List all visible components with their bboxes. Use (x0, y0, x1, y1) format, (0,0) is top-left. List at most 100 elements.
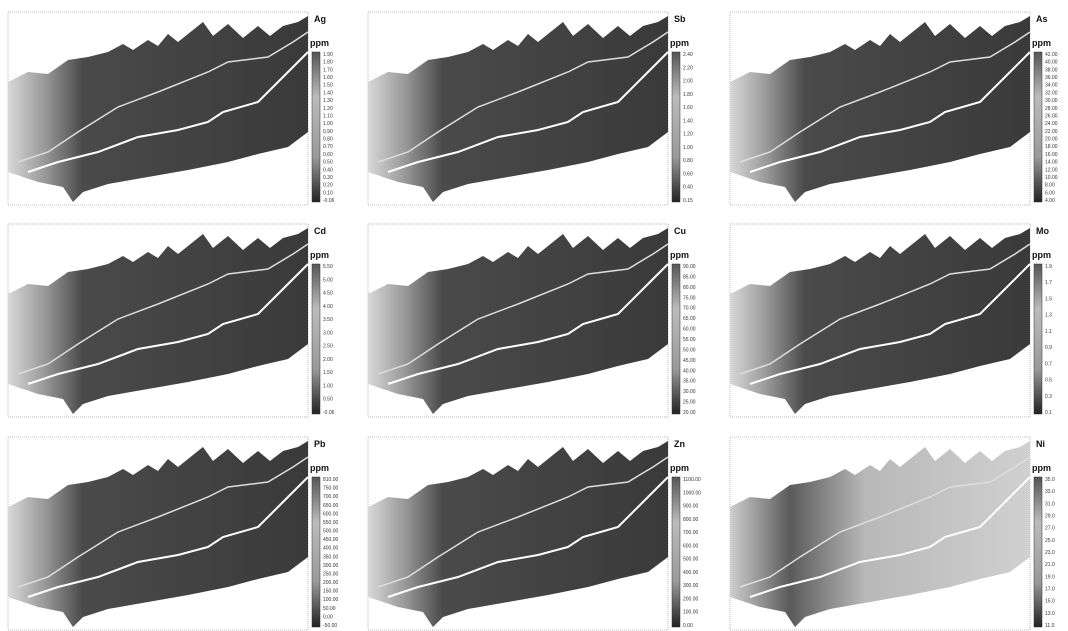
colorbar-tick-label: 1.30 (323, 98, 333, 104)
colorbar-tick-label: 38.00 (1045, 67, 1058, 73)
colorbar-tick-label: 0.7 (1045, 361, 1052, 367)
colorbar-tick-label: 27.0 (1045, 526, 1055, 532)
colorbar-tick-label: 17.0 (1045, 587, 1055, 593)
colorbar-tick-label: 14.00 (1045, 160, 1058, 166)
colorbar-tick-label: 20.00 (1045, 137, 1058, 143)
map-area (8, 228, 308, 414)
colorbar-tick-label: 1.3 (1045, 313, 1052, 319)
colorbar-tick-label: 1.9 (1045, 264, 1052, 270)
map-panel: Ni ppm 35.0 33.0 31.0 29.0 27.0 25.0 23.0 21.0 19.… (729, 436, 1055, 631)
colorbar-tick-label: 80.00 (683, 285, 696, 291)
map-area (730, 441, 1030, 627)
river (387, 263, 669, 385)
colorbar-tick-label: 4.00 (323, 304, 333, 310)
colorbar-tick-label: 800.00 (683, 517, 699, 523)
colorbar-tick-label: 25.0 (1045, 538, 1055, 544)
colorbar-tick-label: 11.0 (1045, 623, 1055, 629)
map-area (730, 228, 1030, 414)
colorbar (1033, 263, 1043, 415)
colorbar-tick-label: 1.60 (683, 105, 693, 111)
colorbar-tick-label: 1.80 (323, 60, 333, 66)
colorbar-tick-label: 2.40 (683, 52, 693, 58)
colorbar-tick-label: 200.00 (323, 580, 339, 586)
river (749, 476, 1031, 598)
river (739, 243, 1031, 375)
colorbar (1033, 476, 1043, 628)
colorbar-tick-label: 600.00 (323, 511, 339, 517)
colorbar-tick-label: 0.9 (1045, 345, 1052, 351)
colorbar-tick-label: 50.00 (683, 347, 696, 353)
colorbar-tick-label: 0.10 (323, 190, 333, 196)
colorbar-tick-label: 30.00 (1045, 98, 1058, 104)
colorbar-tick-label: 450.00 (323, 537, 339, 543)
river (749, 263, 1031, 385)
map-panel: Sb ppm 2.40 2.20 2.00 1.80 1.60 1.40 1.20 1.00 0.8… (367, 11, 693, 206)
colorbar-tick-label: 23.0 (1045, 550, 1055, 556)
colorbar-tick-label: 40.00 (683, 368, 696, 374)
river (377, 456, 669, 588)
map-panel: Mo ppm 1.9 1.7 1.5 1.3 1.1 0.9 0.7 0.5 0.3 0.1 (729, 223, 1052, 418)
colorbar-tick-label: 1.40 (323, 90, 333, 96)
colorbar-tick-label: 34.00 (1045, 83, 1058, 89)
map-area (8, 16, 308, 202)
colorbar-tick-label: 55.00 (683, 337, 696, 343)
colorbar-tick-label: 700.00 (683, 530, 699, 536)
river (27, 51, 309, 173)
colorbar-tick-label: 1.5 (1045, 296, 1052, 302)
river (17, 243, 309, 375)
colorbar-tick-label: 70.00 (683, 306, 696, 312)
colorbar-tick-label: 1.40 (683, 118, 693, 124)
colorbar-tick-label: 13.0 (1045, 611, 1055, 617)
colorbar-tick-label: 0.40 (323, 167, 333, 173)
river (377, 243, 669, 375)
colorbar-tick-label: 400.00 (683, 570, 699, 576)
unit-label: ppm (670, 250, 689, 260)
colorbar (1033, 51, 1043, 203)
colorbar-tick-label: 0.30 (323, 175, 333, 181)
colorbar-tick-label: 1000.00 (683, 490, 701, 496)
element-label: Mo (1036, 226, 1049, 236)
colorbar-tick-label: 5.50 (323, 264, 333, 270)
colorbar-tick-label: 22.00 (1045, 129, 1058, 135)
colorbar-tick-label: 15.0 (1045, 599, 1055, 605)
unit-label: ppm (310, 463, 329, 473)
unit-label: ppm (1032, 250, 1051, 260)
colorbar-tick-label: 0.3 (1045, 394, 1052, 400)
colorbar-tick-label: 1.00 (323, 383, 333, 389)
colorbar-tick-label: 26.00 (1045, 113, 1058, 119)
element-label: Cu (674, 226, 686, 236)
colorbar-tick-label: 0.50 (323, 160, 333, 166)
element-label: Pb (314, 439, 326, 449)
colorbar-tick-label: 0.5 (1045, 378, 1052, 384)
colorbar-tick-label: 750.00 (323, 486, 339, 492)
colorbar-tick-label: 0.20 (323, 183, 333, 189)
colorbar-tick-label: 0.50 (323, 397, 333, 403)
colorbar-tick-label: 24.00 (1045, 121, 1058, 127)
colorbar-tick-label: 6.00 (1045, 190, 1055, 196)
colorbar-tick-label: 200.00 (683, 596, 699, 602)
colorbar-tick-label: 0.80 (323, 137, 333, 143)
colorbar (311, 51, 321, 203)
colorbar-tick-label: 35.0 (1045, 477, 1055, 483)
colorbar-tick-label: 75.00 (683, 295, 696, 301)
river (739, 456, 1031, 588)
colorbar-tick-label: 4.50 (323, 291, 333, 297)
colorbar-tick-label: 40.00 (1045, 60, 1058, 66)
colorbar-tick-label: 1.00 (683, 145, 693, 151)
colorbar-tick-label: 1.50 (323, 370, 333, 376)
colorbar-tick-label: 2.00 (323, 357, 333, 363)
colorbar-tick-label: 42.00 (1045, 52, 1058, 58)
colorbar-tick-label: 300.00 (323, 563, 339, 569)
colorbar-tick-label: 60.00 (683, 327, 696, 333)
colorbar-tick-label: 700.00 (323, 494, 339, 500)
river (27, 476, 309, 598)
unit-label: ppm (310, 38, 329, 48)
colorbar-tick-label: 1.1 (1045, 329, 1052, 335)
colorbar-tick-label: 0.60 (323, 152, 333, 158)
colorbar-tick-label: 1.20 (683, 132, 693, 138)
element-label: Sb (674, 14, 686, 24)
map-area (368, 441, 668, 627)
colorbar-tick-label: 50.00 (323, 606, 336, 612)
colorbar-tick-label: 1.50 (323, 83, 333, 89)
